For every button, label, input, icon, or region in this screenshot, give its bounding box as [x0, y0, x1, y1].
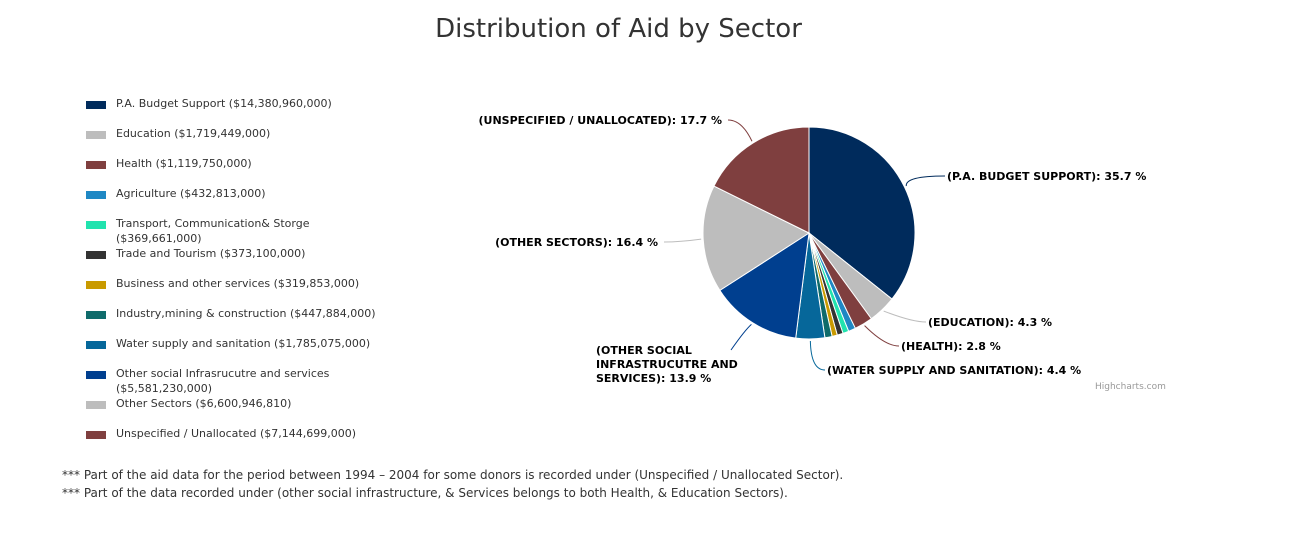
data-label: (EDUCATION): 4.3 %: [928, 316, 1052, 329]
legend-swatch: [86, 311, 106, 319]
legend-label: Other Sectors ($6,600,946,810): [116, 397, 292, 410]
legend-label: Health ($1,119,750,000): [116, 157, 252, 170]
data-label-connector: [864, 325, 900, 347]
data-label-connector: [663, 238, 702, 243]
data-label: (WATER SUPPLY AND SANITATION): 4.4 %: [827, 364, 1081, 377]
data-label: (P.A. BUDGET SUPPORT): 35.7 %: [947, 170, 1146, 183]
footnotes: *** Part of the aid data for the period …: [62, 466, 843, 502]
data-label: SERVICES): 13.9 %: [596, 372, 711, 385]
legend-label: P.A. Budget Support ($14,380,960,000): [116, 97, 332, 110]
legend-swatch: [86, 191, 106, 199]
data-label-connector: [727, 119, 753, 142]
data-label-connector: [883, 310, 927, 323]
pie-slice[interactable]: [702, 185, 811, 292]
legend-label: Trade and Tourism ($373,100,000): [116, 247, 306, 260]
legend-label: Business and other services ($319,853,00…: [116, 277, 360, 290]
pie-slice[interactable]: [719, 231, 810, 339]
legend-swatch: [86, 281, 106, 289]
legend-label: Education ($1,719,449,000): [116, 127, 271, 140]
legend-label: Industry,mining & construction ($447,884…: [116, 307, 376, 320]
pie-slice[interactable]: [713, 126, 810, 234]
legend-label: Unspecified / Unallocated ($7,144,699,00…: [116, 427, 356, 440]
data-label: (UNSPECIFIED / UNALLOCATED): 17.7 %: [478, 114, 722, 127]
data-label: (HEALTH): 2.8 %: [901, 340, 1001, 353]
pie-slice[interactable]: [808, 126, 916, 300]
legend-label: Agriculture ($432,813,000): [116, 187, 266, 200]
legend-swatch: [86, 161, 106, 169]
credits-link[interactable]: Highcharts.com: [1095, 382, 1166, 392]
legend-swatch: [86, 221, 106, 229]
footnote-1: *** Part of the aid data for the period …: [62, 468, 844, 482]
chart-title: Distribution of Aid by Sector: [435, 14, 802, 44]
data-label-connector: [809, 340, 826, 371]
legend-label: Water supply and sanitation ($1,785,075,…: [116, 337, 371, 350]
legend-swatch: [86, 401, 106, 409]
legend-label: Transport, Communication& Storge ($369,6…: [116, 217, 310, 245]
legend-swatch: [86, 431, 106, 439]
legend-label: Other social Infrasrucutre and services …: [116, 367, 330, 395]
footnote-2: *** Part of the data recorded under (oth…: [62, 486, 788, 500]
data-label: (OTHER SECTORS): 16.4 %: [495, 236, 658, 249]
data-label-connector: [730, 323, 752, 351]
legend-swatch: [86, 341, 106, 349]
legend-swatch: [86, 131, 106, 139]
data-label-connector: [905, 175, 946, 187]
legend-swatch: [86, 251, 106, 259]
data-label: INFRASTRUCUTRE AND: [596, 358, 738, 371]
data-label: (OTHER SOCIAL: [596, 344, 692, 357]
legend-swatch: [86, 371, 106, 379]
legend-swatch: [86, 101, 106, 109]
